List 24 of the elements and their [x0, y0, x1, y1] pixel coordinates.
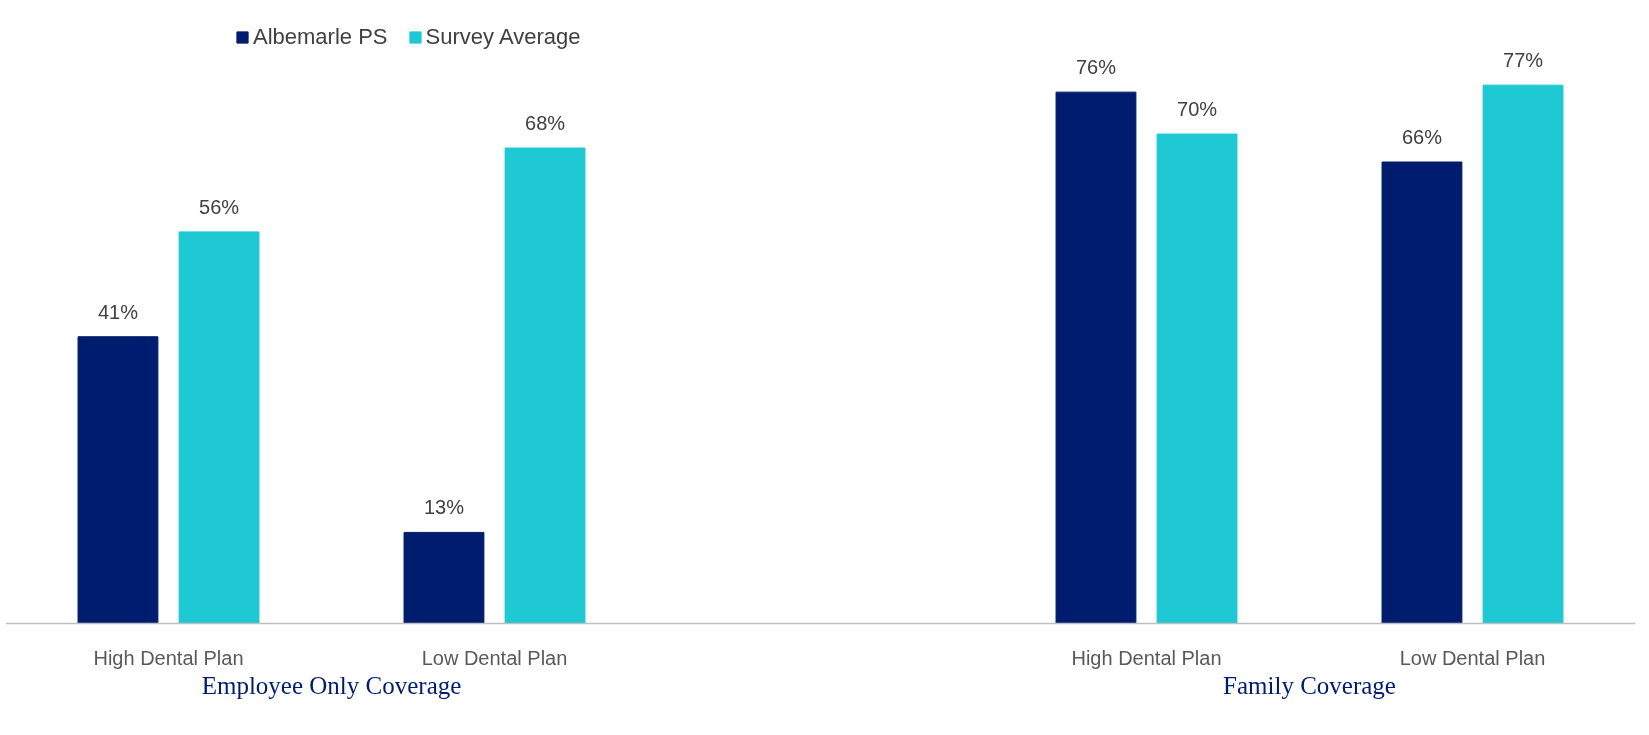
data-label: 76%: [1075, 56, 1117, 79]
data-label: 66%: [1401, 126, 1443, 149]
bar: [403, 531, 485, 624]
data-label: 70%: [1177, 98, 1218, 121]
x-tick-label: Low Dental Plan: [421, 647, 568, 670]
text: Family Coverage: [1223, 671, 1396, 699]
data-label: 77%: [1503, 49, 1544, 72]
text: Employee Only Coverage: [201, 671, 462, 699]
x-tick-label: High Dental Plan: [1071, 647, 1222, 670]
bar: [504, 147, 586, 624]
bar: [178, 231, 260, 624]
legend-label: Survey Average: [425, 24, 581, 50]
data-label: 56%: [199, 195, 240, 218]
bar: [77, 336, 159, 624]
bar: [1482, 84, 1564, 624]
bar: [1156, 133, 1238, 624]
x-tick-label: Low Dental Plan: [1399, 647, 1546, 670]
data-label: 68%: [525, 112, 566, 135]
data-label: 41%: [97, 300, 139, 323]
x-tick-label: High Dental Plan: [93, 647, 244, 670]
bar: [1381, 161, 1463, 624]
data-label: 13%: [423, 496, 465, 519]
bar: [1055, 91, 1137, 624]
legend-label: Albemarle PS: [253, 24, 388, 50]
